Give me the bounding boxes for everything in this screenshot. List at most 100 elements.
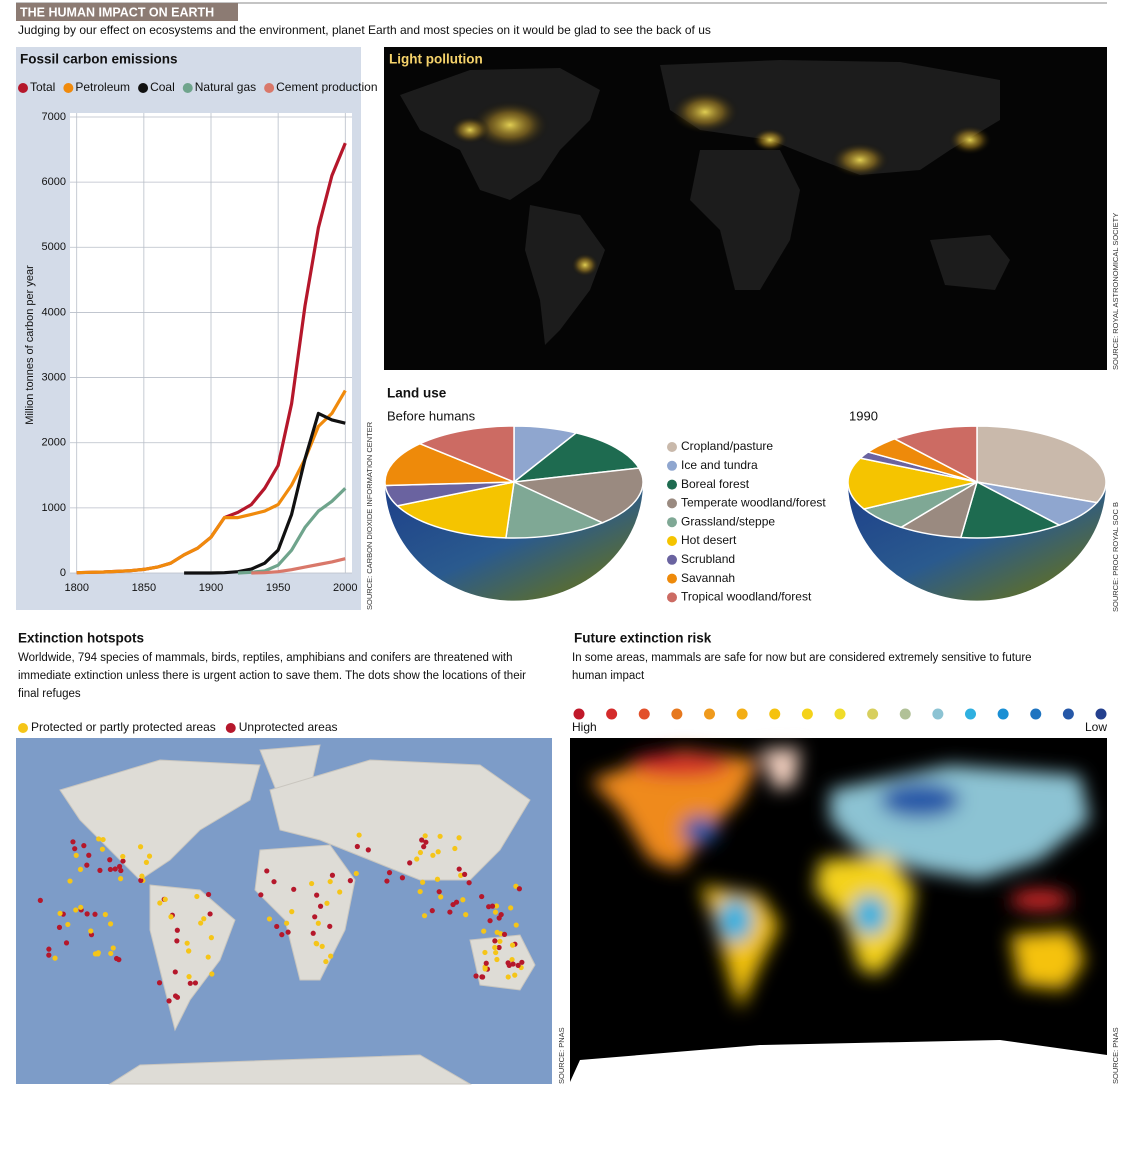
australia — [930, 235, 1010, 290]
legend-swatch — [264, 83, 275, 93]
hotspot-dot — [162, 896, 168, 902]
pie-slice — [959, 480, 1062, 539]
legend-swatch — [667, 573, 677, 584]
hotspot-dot — [430, 852, 436, 858]
hotspot-dot — [452, 845, 458, 852]
map-description: Worldwide, 794 species of mammals, birds… — [18, 652, 526, 700]
hotspot-dot — [347, 878, 353, 884]
pie-title: 1990 — [849, 408, 878, 423]
hotspot-dot — [37, 897, 43, 903]
area — [630, 753, 730, 777]
hotspot-dot — [285, 929, 291, 935]
scale-swatch — [704, 708, 715, 720]
hotspot-dot — [435, 849, 441, 855]
australia — [1010, 930, 1085, 990]
hotspot-dot — [99, 846, 106, 852]
legend-label: Tropical woodland/forest — [681, 590, 812, 604]
hotspot-dot — [279, 932, 285, 938]
hotspot-dot — [513, 922, 519, 928]
australia — [469, 934, 536, 991]
legend-swatch — [667, 554, 677, 565]
glow — [571, 253, 599, 277]
hotspot-dot — [284, 920, 290, 926]
hotspot-dot — [67, 878, 73, 884]
hotspot-dot — [107, 857, 113, 863]
scale-swatch — [606, 708, 618, 720]
y-tick-label: 1000 — [42, 502, 66, 514]
pie-slice — [511, 467, 644, 524]
south-america — [525, 205, 605, 345]
hotspot-dot — [482, 949, 488, 956]
hotspot-dot — [84, 911, 90, 917]
hotspot-dot — [314, 892, 320, 898]
hotspot-dot — [174, 938, 180, 944]
map-description: In some areas, mammals are safe for now … — [572, 652, 1032, 682]
hotspot-dot — [77, 866, 84, 872]
pie-slice — [892, 425, 978, 484]
scale-swatch — [932, 708, 944, 720]
hotspot-dot — [420, 879, 426, 885]
hotspot-dot — [489, 903, 496, 909]
y-tick-label: 2000 — [42, 437, 66, 449]
hotspot-dot — [137, 844, 144, 850]
hotspot-dot — [117, 863, 123, 870]
hotspot-dot — [146, 853, 153, 859]
hotspot-dot — [509, 942, 516, 948]
hotspot-dot — [172, 969, 178, 975]
chart-title: Fossil carbon emissions — [20, 52, 178, 67]
hotspot-dot — [479, 893, 485, 900]
hotspot-dot — [72, 846, 78, 852]
hotspot-dot — [515, 962, 521, 969]
hotspot-dot — [143, 859, 150, 865]
hotspot-dot — [419, 837, 425, 843]
glow — [470, 100, 550, 150]
hotspot-dot — [117, 876, 124, 882]
hotspot-dot — [519, 959, 525, 965]
legend-label: Natural gas — [195, 80, 256, 94]
hotspot-dot — [88, 928, 94, 934]
africa — [254, 844, 356, 981]
hotspot-dot — [120, 858, 126, 864]
hotspot-dot — [497, 938, 503, 944]
hotspot-dot — [184, 940, 190, 946]
hotspot-dot — [354, 843, 360, 850]
hotspot-dot — [174, 927, 180, 933]
legend-swatch — [667, 536, 677, 546]
pie-title: Before humans — [387, 408, 476, 423]
hotspot-dot — [108, 950, 114, 957]
hotspot-dot — [505, 960, 511, 966]
hotspot-dot — [315, 920, 321, 926]
hotspot-dot — [86, 852, 92, 858]
legend-label: Unprotected areas — [239, 720, 338, 734]
north-america — [590, 750, 760, 870]
hotspot-dot — [493, 949, 499, 956]
legend-label: Grassland/steppe — [681, 514, 775, 528]
hotspot-dot — [113, 955, 120, 962]
header-title: THE HUMAN IMPACT ON EARTH — [20, 5, 214, 19]
hotspot-dot — [112, 866, 118, 872]
hotspot-dot — [192, 980, 199, 986]
hotspot-dot — [208, 935, 214, 941]
source: SOURCE: PNAS — [1111, 1027, 1120, 1084]
scale-swatch — [834, 708, 846, 720]
hotspot-dot — [157, 900, 163, 906]
hotspot-dot — [481, 928, 487, 934]
scale-label: High — [572, 720, 597, 734]
scale-swatch — [1030, 708, 1042, 720]
hotspot-dot — [434, 876, 441, 882]
legend-label: Temperate woodland/forest — [681, 496, 826, 510]
source: SOURCE: CARBON DIOXIDE INFORMATION CENTE… — [365, 421, 374, 610]
hotspot-dot — [166, 998, 172, 1004]
hotspot-dot — [438, 894, 444, 900]
hotspot-dot — [456, 835, 462, 841]
hotspot-dot — [327, 878, 333, 885]
legend-label: Protected or partly protected areas — [31, 720, 216, 734]
hotspot-dot — [458, 872, 464, 878]
y-tick-label: 7000 — [42, 111, 66, 123]
series-line — [184, 411, 346, 575]
hotspot-dot — [422, 833, 428, 839]
header-subtitle: Judging by our effect on ecosystems and … — [18, 23, 711, 37]
scale-swatch — [867, 708, 879, 720]
hotspot-dot — [309, 880, 315, 887]
